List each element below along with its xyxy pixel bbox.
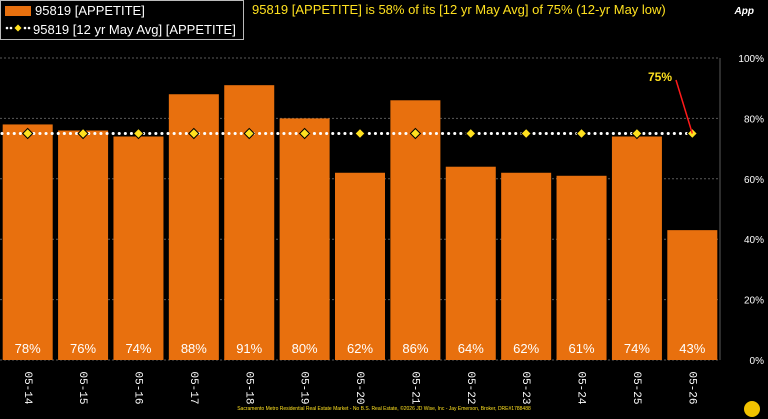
y-tick-label: 0% xyxy=(750,356,765,367)
legend: 95819 [APPETITE] 95819 [12 yr May Avg] [… xyxy=(0,0,244,40)
x-tick-label: 05-16 xyxy=(132,371,144,404)
bar xyxy=(2,124,53,360)
bar-data-label: 62% xyxy=(347,341,373,356)
avg-point xyxy=(77,127,89,140)
bar xyxy=(445,166,496,360)
bar-data-label: 86% xyxy=(402,341,428,356)
x-tick-label: 05-19 xyxy=(298,371,310,404)
x-tick-label: 05-23 xyxy=(519,371,531,404)
bar xyxy=(113,136,164,360)
avg-point xyxy=(354,127,366,140)
x-tick-label: 05-24 xyxy=(575,371,587,404)
x-tick-label: 05-25 xyxy=(630,371,642,404)
headline: 95819 [APPETITE] is 58% of its [12 yr Ma… xyxy=(252,2,666,17)
bar-data-label: 76% xyxy=(70,341,96,356)
bar-data-label: 80% xyxy=(292,341,318,356)
legend-item-bar: 95819 [APPETITE] xyxy=(5,2,145,20)
x-tick-label: 05-21 xyxy=(408,371,420,404)
bar-data-label: 74% xyxy=(125,341,151,356)
legend-bar-swatch xyxy=(5,6,31,16)
avg-point xyxy=(631,127,643,140)
x-tick-label: 05-20 xyxy=(353,371,365,404)
legend-item-line: 95819 [12 yr May Avg] [APPETITE] xyxy=(5,21,236,39)
y-tick-label: 100% xyxy=(738,54,764,65)
footer-credit: Sacramento Metro Residential Real Estate… xyxy=(237,406,531,412)
bar-data-label: 43% xyxy=(679,341,705,356)
bar xyxy=(556,175,607,360)
app-label: App xyxy=(734,6,754,17)
bar xyxy=(279,118,330,361)
bar-data-label: 61% xyxy=(569,341,595,356)
legend-line-label: 95819 [12 yr May Avg] [APPETITE] xyxy=(33,22,236,37)
legend-bar-label: 95819 [APPETITE] xyxy=(35,3,145,18)
annotation-leader xyxy=(675,79,694,134)
legend-line-swatch xyxy=(5,23,31,33)
y-tick-label: 20% xyxy=(744,296,764,307)
x-tick-label: 05-17 xyxy=(187,371,199,404)
annotation-label: 75% xyxy=(648,70,672,84)
bar xyxy=(335,172,385,360)
x-tick-label: 05-26 xyxy=(685,371,697,404)
bar-data-label: 78% xyxy=(15,341,41,356)
bar-data-label: 62% xyxy=(513,341,539,356)
avg-point xyxy=(520,127,532,140)
avg-point xyxy=(132,127,145,140)
avg-point xyxy=(188,127,200,140)
brand-logo-icon xyxy=(744,401,760,417)
bar xyxy=(667,230,718,360)
avg-point xyxy=(575,127,588,140)
bar xyxy=(58,130,109,360)
bar xyxy=(224,85,275,361)
bar xyxy=(501,172,552,360)
avg-point xyxy=(465,127,477,140)
y-tick-label: 60% xyxy=(744,175,764,186)
x-tick-label: 05-18 xyxy=(242,371,254,404)
y-tick-label: 40% xyxy=(744,235,764,246)
y-tick-label: 80% xyxy=(744,114,764,125)
bar-data-label: 88% xyxy=(181,341,207,356)
bar-data-label: 74% xyxy=(624,341,650,356)
bar xyxy=(611,136,662,360)
avg-point xyxy=(21,127,34,140)
bar xyxy=(390,100,441,360)
x-tick-label: 05-14 xyxy=(21,371,33,404)
bar-data-label: 64% xyxy=(458,341,484,356)
x-tick-label: 05-22 xyxy=(464,371,476,404)
avg-point xyxy=(298,127,311,140)
x-tick-label: 05-15 xyxy=(76,371,88,404)
avg-point xyxy=(243,127,255,140)
avg-point xyxy=(409,127,422,140)
bar-data-label: 91% xyxy=(236,341,262,356)
